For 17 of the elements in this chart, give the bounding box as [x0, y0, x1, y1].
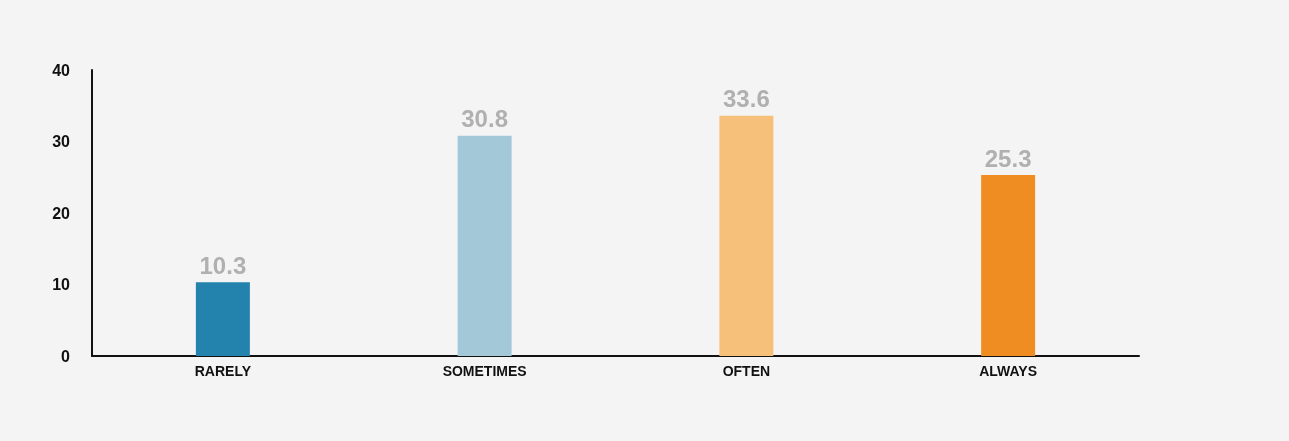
y-tick-label: 40: [52, 61, 71, 79]
bar: [457, 135, 512, 356]
x-tick-label: RARELY: [194, 363, 252, 379]
x-tick-label: OFTEN: [722, 363, 771, 379]
x-tick-label: SOMETIMES: [442, 363, 527, 379]
data-label: 10.3: [199, 251, 247, 279]
data-label: 25.3: [984, 144, 1032, 172]
y-tick-label: 10: [52, 276, 71, 293]
y-tick-label: 0: [61, 347, 71, 365]
y-tick-label: 30: [52, 133, 71, 150]
data-label: 33.6: [723, 85, 770, 113]
y-tick-label: 20: [52, 204, 71, 222]
bar: [195, 282, 250, 356]
bar: [719, 115, 774, 356]
x-tick-label: ALWAYS: [979, 363, 1038, 379]
bar: [981, 175, 1036, 356]
data-label: 30.8: [461, 105, 508, 133]
